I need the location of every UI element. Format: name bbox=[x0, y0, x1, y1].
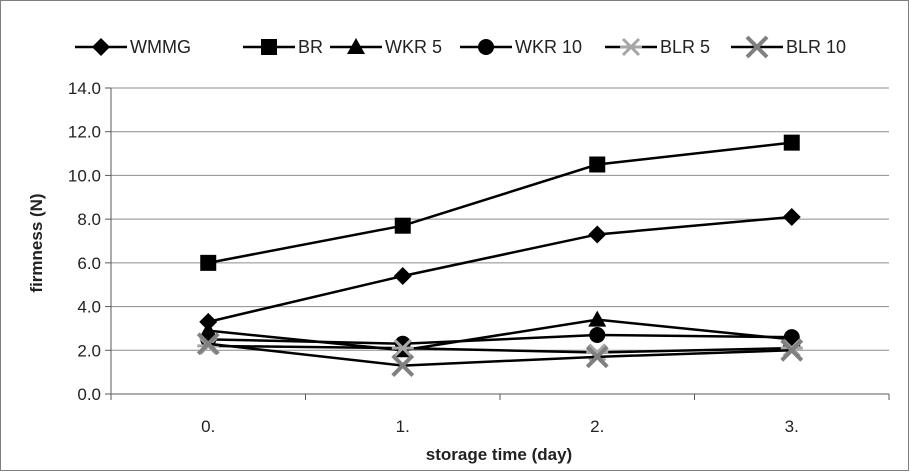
y-tick-label: 8.0 bbox=[77, 210, 101, 229]
x-tick-label: 1. bbox=[396, 417, 410, 436]
y-tick-label: 2.0 bbox=[77, 341, 101, 360]
x-stroke bbox=[391, 354, 415, 377]
data-point-wkr-10 bbox=[589, 326, 606, 343]
legend-label: BR bbox=[298, 37, 323, 57]
legend-item-br: BR bbox=[243, 37, 323, 57]
data-point-br bbox=[394, 217, 411, 234]
series-wmmg bbox=[199, 207, 801, 331]
x-tick-label: 0. bbox=[201, 417, 215, 436]
legend-marker bbox=[347, 38, 365, 54]
legend-marker bbox=[620, 37, 642, 57]
series-line-br bbox=[208, 141, 792, 265]
data-point-blr-5 bbox=[391, 339, 414, 358]
legend-label: WKR 10 bbox=[515, 37, 582, 57]
legend-marker bbox=[261, 39, 277, 55]
series-line-blr-5 bbox=[208, 344, 792, 354]
data-point-wkr-10 bbox=[783, 329, 800, 346]
series-br bbox=[200, 134, 800, 271]
data-point-wmmg bbox=[782, 207, 801, 226]
data-point-blr-10 bbox=[780, 338, 804, 362]
data-point-br bbox=[200, 254, 217, 271]
data-point-blr-10 bbox=[196, 332, 220, 356]
series-line-blr-10 bbox=[208, 342, 792, 367]
x-tick-label: 2. bbox=[590, 417, 604, 436]
series-line-wmmg bbox=[207, 215, 792, 324]
y-tick-label: 10.0 bbox=[68, 166, 101, 185]
x-axis-title: storage time (day) bbox=[426, 445, 572, 464]
data-point-wmmg bbox=[393, 266, 412, 285]
legend-label: WKR 5 bbox=[385, 37, 442, 57]
x-stroke bbox=[745, 35, 769, 59]
star-stroke bbox=[393, 339, 412, 358]
x-stroke bbox=[585, 345, 609, 369]
x-tick-label: 3. bbox=[785, 417, 799, 436]
data-point-wmmg bbox=[588, 225, 607, 244]
legend-marker bbox=[92, 38, 110, 56]
legend-label: BLR 5 bbox=[660, 37, 710, 57]
legend-marker bbox=[478, 39, 494, 55]
series-group bbox=[196, 134, 804, 377]
legend-item-wkr-10: WKR 10 bbox=[460, 37, 582, 57]
y-tick-label: 14.0 bbox=[68, 79, 101, 98]
series-blr-10 bbox=[196, 332, 804, 377]
legend-item-wkr-5: WKR 5 bbox=[330, 37, 442, 57]
legend-label: WMMG bbox=[130, 37, 191, 57]
y-axis-title: firmness (N) bbox=[27, 193, 46, 292]
legend-label: BLR 10 bbox=[786, 37, 846, 57]
legend-item-blr-10: BLR 10 bbox=[731, 35, 846, 59]
star-stroke bbox=[621, 37, 641, 57]
y-tick-label: 4.0 bbox=[77, 298, 101, 317]
legend: WMMG BR WKR 5 WKR 10 BLR 5 BLR 10 bbox=[75, 35, 846, 59]
y-tick-label: 0.0 bbox=[77, 385, 101, 404]
data-point-blr-10 bbox=[585, 345, 609, 369]
series-line-wkr-10 bbox=[208, 333, 792, 345]
data-point-wkr-5 bbox=[588, 310, 607, 327]
legend-item-blr-5: BLR 5 bbox=[605, 37, 710, 57]
axes: 0.0 2.0 4.0 6.0 8.0 10.0 12.0 14.0 0. 1. 2. 3. bbox=[68, 79, 890, 436]
data-point-blr-10 bbox=[391, 354, 415, 377]
y-tick-label: 12.0 bbox=[68, 123, 101, 142]
legend-item-wmmg: WMMG bbox=[75, 37, 191, 57]
x-stroke bbox=[780, 338, 804, 362]
y-tick-label: 6.0 bbox=[77, 254, 101, 273]
legend-marker bbox=[745, 35, 769, 59]
data-point-br bbox=[589, 156, 606, 173]
data-point-br bbox=[783, 134, 800, 151]
x-stroke bbox=[196, 332, 220, 356]
gridlines bbox=[111, 87, 889, 351]
